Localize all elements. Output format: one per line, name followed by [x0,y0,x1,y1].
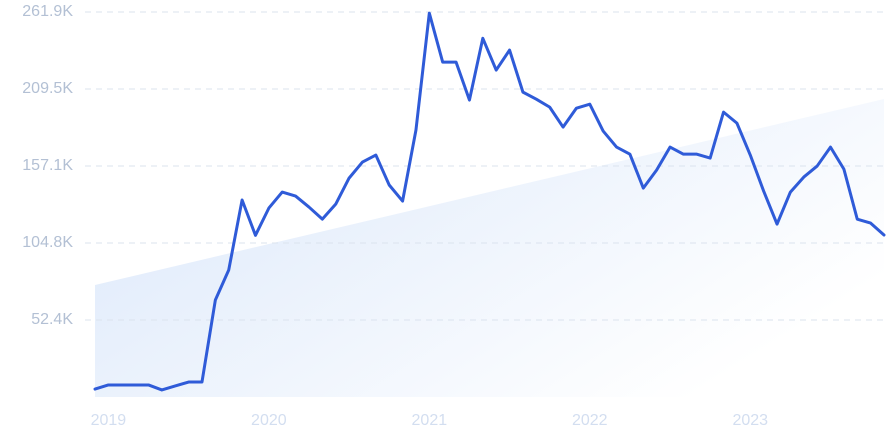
x-tick-label: 2022 [572,412,608,429]
trend-area [95,99,884,398]
x-tick-label: 2021 [412,412,448,429]
line [93,11,886,392]
x-tick-label: 2020 [251,412,287,429]
x-tick-label: 2019 [91,412,127,429]
y-tick-label: 261.9K [22,3,73,20]
y-tick-label: 157.1K [22,157,73,174]
y-tick-label: 209.5K [22,80,73,97]
x-tick-label: 2023 [732,412,768,429]
y-tick-label: 52.4K [31,311,73,328]
y-tick-label: 104.8K [22,234,73,251]
